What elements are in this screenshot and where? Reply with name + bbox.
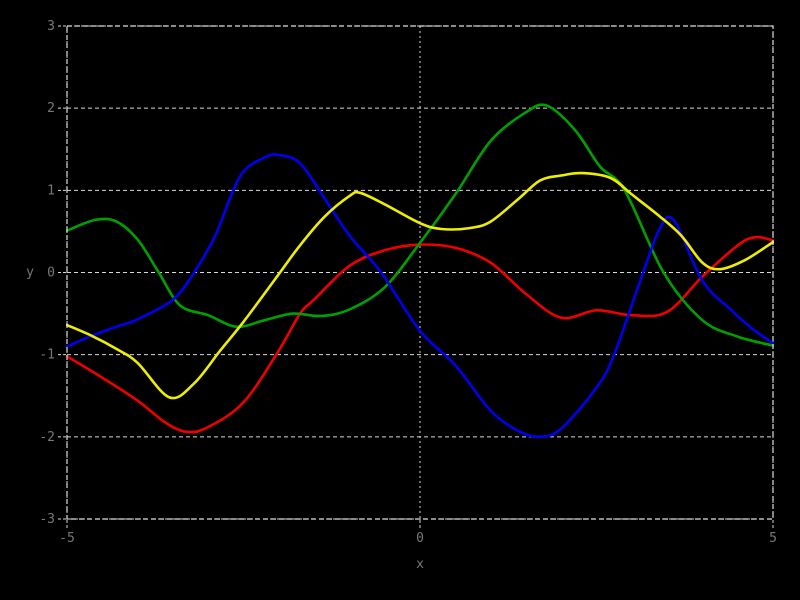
y-tick-label: -1	[39, 348, 55, 363]
x-tick-label: 0	[416, 531, 424, 546]
x-tick-label: 5	[769, 531, 777, 546]
y-tick-label: -3	[39, 512, 55, 527]
plot-border-rect	[66, 25, 774, 520]
grid-layer	[66, 25, 774, 520]
x-tick-label: -5	[59, 531, 75, 546]
y-tick-label: 1	[47, 183, 55, 198]
y-tick-label: 2	[47, 101, 55, 116]
yellow-curve	[66, 171, 774, 400]
y-axis-title: y	[26, 265, 34, 280]
curve-layer	[66, 103, 774, 439]
y-tick-label: 3	[47, 19, 55, 34]
y-tick-label: -2	[39, 430, 55, 445]
green-curve	[66, 103, 774, 347]
tick-layer: -3 -2 -1 0 1 2 3 -5 0 5	[39, 19, 777, 546]
red-curve	[66, 235, 774, 434]
y-tick-label: 0	[47, 266, 55, 281]
plot-border	[66, 25, 774, 520]
x-axis-title: x	[416, 557, 424, 572]
